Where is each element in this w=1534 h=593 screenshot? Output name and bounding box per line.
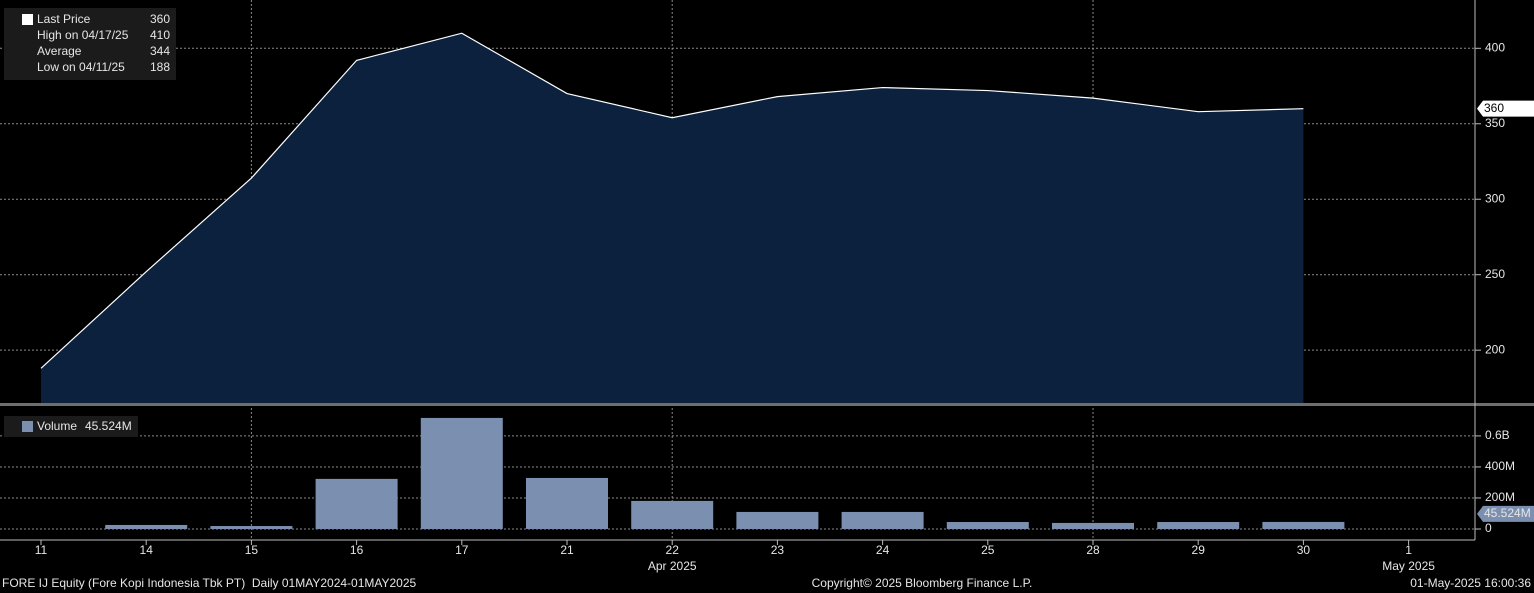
- x-tick-label: 28: [1086, 543, 1100, 557]
- x-tick-label: 11: [35, 543, 48, 557]
- x-tick-label: 30: [1297, 543, 1311, 557]
- y-tick-label: 400M: [1485, 459, 1515, 473]
- legend-value: 360: [150, 12, 170, 26]
- plot-layer: [0, 0, 1475, 540]
- y-tick-label: 0: [1485, 521, 1492, 535]
- x-group-label: Apr 2025: [648, 559, 697, 573]
- legend-label: Last Price: [37, 12, 91, 26]
- footer-right: 01-May-2025 16:00:36: [1410, 576, 1531, 590]
- volume-bar: [526, 477, 608, 529]
- footer-center: Copyright© 2025 Bloomberg Finance L.P.: [812, 576, 1033, 590]
- volume-bar: [210, 526, 293, 529]
- volume-bar: [1157, 522, 1240, 529]
- last-volume-tag: [1477, 505, 1534, 522]
- x-tick-label: 29: [1192, 543, 1206, 557]
- legend-value: 45.524M: [85, 419, 132, 433]
- price-area: [41, 33, 1304, 403]
- legend-label: Volume: [37, 419, 77, 433]
- last-price-label: 360: [1484, 101, 1504, 115]
- x-tick-label: 15: [245, 543, 259, 557]
- volume-bar: [1262, 521, 1345, 529]
- x-tick-label: 17: [455, 543, 469, 557]
- last-price-tag: [1477, 100, 1534, 117]
- panel-divider: [0, 403, 1534, 406]
- x-tick-label: 23: [771, 543, 785, 557]
- legend-value: 188: [150, 60, 170, 74]
- y-tick-label: 200: [1485, 342, 1505, 356]
- x-tick-label: 16: [350, 543, 364, 557]
- volume-bar: [736, 511, 819, 529]
- x-tick-label: 21: [560, 543, 574, 557]
- legend-swatch: [22, 421, 33, 432]
- legend-swatch: [22, 14, 33, 25]
- x-group-label: May 2025: [1382, 559, 1435, 573]
- legend-value: 344: [150, 44, 170, 58]
- volume-bar: [315, 478, 398, 529]
- y-tick-label: 250: [1485, 267, 1505, 281]
- x-tick-label: 24: [876, 543, 890, 557]
- y-tick-label: 300: [1485, 191, 1505, 205]
- volume-bar: [1052, 522, 1134, 529]
- volume-bar: [420, 417, 503, 529]
- price-line: [40, 32, 1304, 369]
- volume-bar: [841, 511, 924, 529]
- y-tick-label: 350: [1485, 116, 1505, 130]
- legend-label: Low on 04/11/25: [37, 60, 125, 74]
- footer-left: FORE IJ Equity (Fore Kopi Indonesia Tbk …: [2, 576, 417, 590]
- legend-value: 410: [150, 28, 170, 42]
- volume-bar: [946, 522, 1029, 529]
- last-volume-label: 45.524M: [1484, 506, 1531, 520]
- volume-bar: [105, 524, 188, 529]
- legend-label: High on 04/17/25: [37, 28, 129, 42]
- x-tick-label: 1: [1405, 543, 1412, 557]
- y-tick-label: 0.6B: [1485, 428, 1510, 442]
- legend-label: Average: [37, 44, 82, 58]
- x-tick-label: 14: [140, 543, 154, 557]
- legend-box: [4, 416, 138, 437]
- x-tick-label: 25: [981, 543, 995, 557]
- volume-bar: [631, 500, 714, 529]
- y-tick-label: 200M: [1485, 490, 1515, 504]
- y-tick-label: 400: [1485, 40, 1505, 54]
- x-tick-label: 22: [666, 543, 680, 557]
